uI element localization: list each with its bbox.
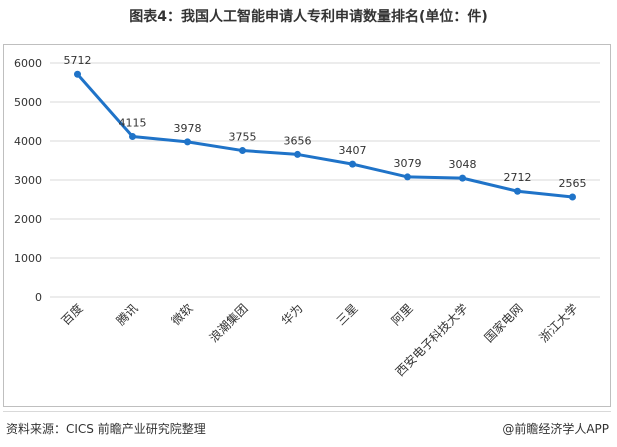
y-tick-label: 2000 <box>14 213 42 226</box>
x-tick-label: 微软 <box>169 301 196 328</box>
x-tick-label: 百度 <box>58 301 86 329</box>
data-label: 2565 <box>559 177 587 190</box>
data-point <box>129 133 136 141</box>
series-line <box>76 73 573 199</box>
x-tick-label: 浪潮集团 <box>206 301 251 346</box>
footer-divider <box>3 411 611 412</box>
data-label: 3656 <box>284 134 312 147</box>
data-label: 3079 <box>394 157 422 170</box>
x-tick-label: 阿里 <box>389 301 416 328</box>
data-point <box>239 147 246 155</box>
data-point <box>459 174 466 182</box>
data-point <box>294 150 301 158</box>
data-point <box>514 187 521 195</box>
chart-frame <box>3 44 611 407</box>
data-label: 2712 <box>504 171 532 184</box>
source-note: 资料来源：CICS 前瞻产业研究院整理 <box>6 422 206 436</box>
data-label: 3755 <box>229 131 257 144</box>
y-tick-label: 1000 <box>14 252 42 265</box>
data-label: 3407 <box>339 144 367 157</box>
data-point <box>349 160 356 168</box>
data-point <box>74 70 81 78</box>
data-point <box>184 138 191 146</box>
x-tick-label: 腾讯 <box>113 301 141 329</box>
x-tick-label: 三星 <box>334 301 361 328</box>
data-label: 5712 <box>64 54 92 67</box>
credit-note: @前瞻经济学人APP <box>502 422 609 436</box>
x-tick-label: 浙江大学 <box>536 301 581 346</box>
x-tick-label: 国家电网 <box>481 301 526 346</box>
y-tick-label: 0 <box>35 291 42 304</box>
x-tick-label: 华为 <box>279 301 306 328</box>
chart-title: 图表4：我国人工智能申请人专利申请数量排名(单位：件) <box>129 9 488 25</box>
data-point <box>404 173 411 181</box>
data-point <box>569 193 576 201</box>
y-tick-label: 5000 <box>14 96 42 109</box>
data-label: 3048 <box>449 158 477 171</box>
data-label: 3978 <box>174 122 202 135</box>
y-tick-label: 3000 <box>14 174 42 187</box>
y-tick-label: 6000 <box>14 57 42 70</box>
data-label: 4115 <box>119 117 147 130</box>
y-tick-label: 4000 <box>14 135 42 148</box>
